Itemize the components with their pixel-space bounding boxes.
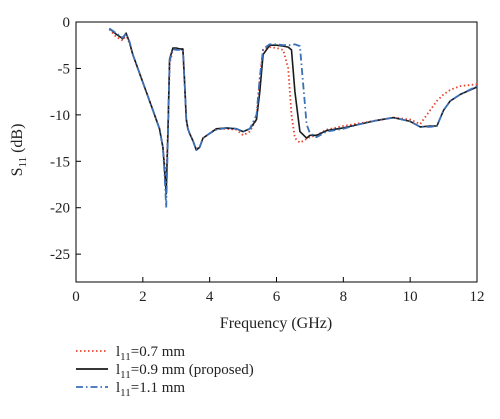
plot-frame — [75, 21, 478, 283]
y-axis-title-unit: (dB) — [9, 124, 26, 157]
legend-label-1: l11=0.7 mm — [116, 344, 185, 363]
x-tick-label: 10 — [403, 289, 418, 305]
y-tick-label: -5 — [58, 61, 71, 77]
x-tick-label: 4 — [206, 289, 214, 305]
x-tick-label: 12 — [470, 289, 485, 305]
y-tick-label: -10 — [50, 108, 70, 124]
x-tick-label: 0 — [72, 289, 80, 305]
svg-text:S11 (dB): S11 (dB) — [9, 124, 29, 177]
x-axis-title: Frequency (GHz) — [220, 315, 332, 332]
x-tick-label: 6 — [273, 289, 281, 305]
legend-label-2: l11=0.9 mm (proposed) — [116, 362, 254, 381]
y-tick-label: -20 — [50, 201, 70, 217]
series-line-3 — [108, 27, 478, 209]
x-tick-label: 2 — [139, 289, 147, 305]
series-group — [108, 27, 478, 209]
y-tick-label: -15 — [50, 154, 70, 170]
y-tick-label: 0 — [63, 15, 71, 31]
axes — [75, 21, 478, 283]
tick-labels: 0 2 4 6 8 10 12 0 -5 -10 -15 -20 -25 — [50, 15, 485, 305]
y-axis-title-sub: 11 — [17, 157, 29, 168]
x-tick-label: 8 — [340, 289, 348, 305]
y-axis-title: S11 (dB) — [9, 124, 29, 177]
y-axis-title-main: S — [9, 168, 26, 177]
y-tick-label: -25 — [50, 247, 70, 263]
series-line-1 — [108, 28, 478, 181]
legend-label-3: l11=1.1 mm — [116, 380, 185, 399]
